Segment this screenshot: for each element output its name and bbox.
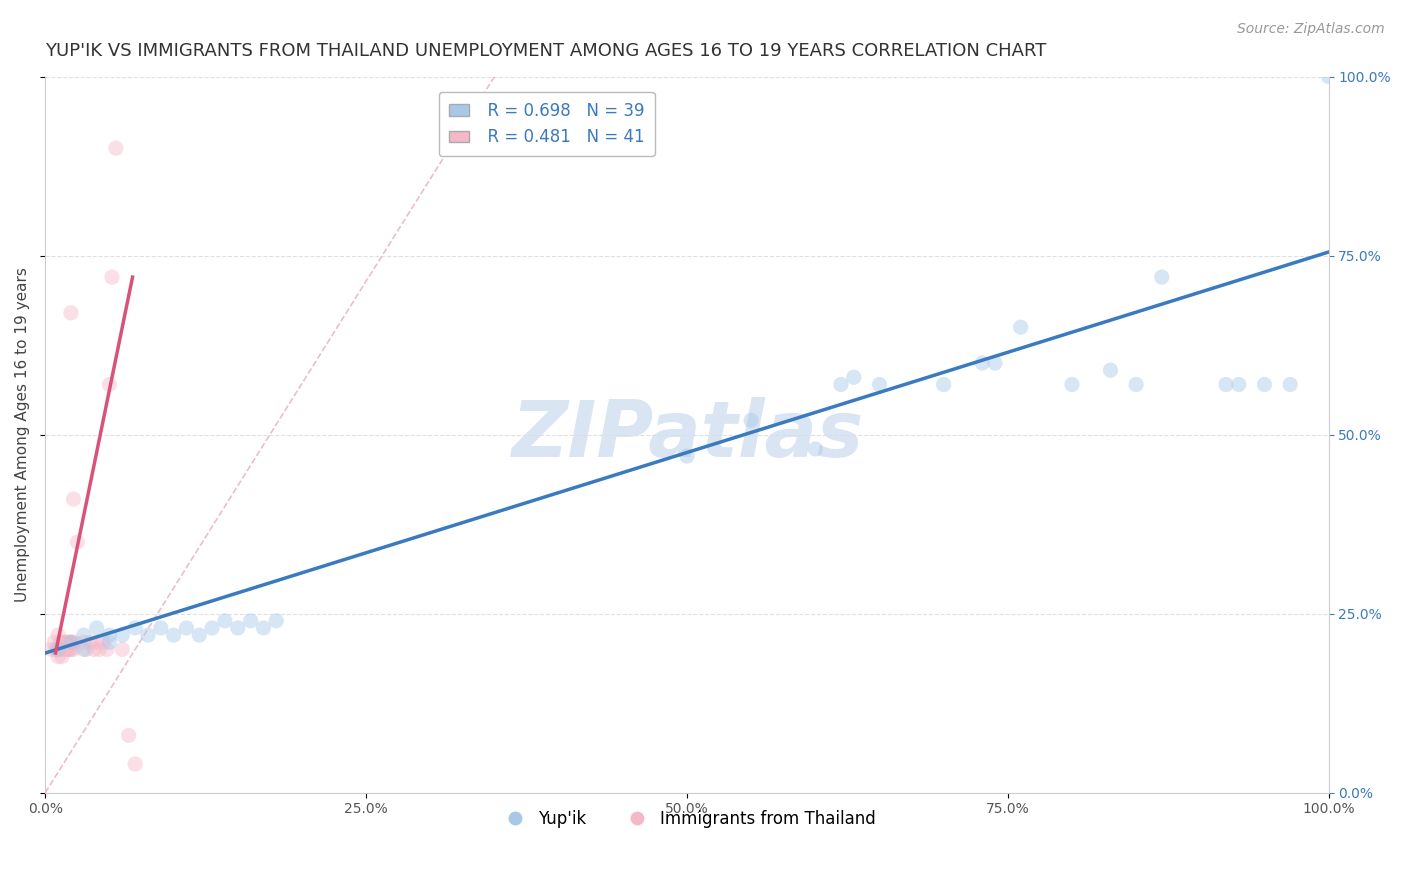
Point xyxy=(1253,377,1275,392)
Point xyxy=(86,635,108,649)
Point xyxy=(49,642,72,657)
Point xyxy=(1279,377,1302,392)
Point xyxy=(1215,377,1237,392)
Point xyxy=(226,621,249,635)
Point xyxy=(111,642,134,657)
Point xyxy=(44,635,66,649)
Legend: Yup'ik, Immigrants from Thailand: Yup'ik, Immigrants from Thailand xyxy=(492,803,883,834)
Point xyxy=(676,449,699,463)
Point xyxy=(83,642,105,657)
Point xyxy=(73,642,96,657)
Point xyxy=(75,642,97,657)
Point xyxy=(51,635,73,649)
Point xyxy=(98,628,121,642)
Point xyxy=(1125,377,1147,392)
Point xyxy=(111,628,134,642)
Point xyxy=(51,649,73,664)
Point xyxy=(1317,70,1340,84)
Point xyxy=(1099,363,1122,377)
Point xyxy=(830,377,852,392)
Point xyxy=(59,635,82,649)
Point xyxy=(55,642,77,657)
Point xyxy=(118,728,141,742)
Point xyxy=(73,628,96,642)
Text: YUP'IK VS IMMIGRANTS FROM THAILAND UNEMPLOYMENT AMONG AGES 16 TO 19 YEARS CORREL: YUP'IK VS IMMIGRANTS FROM THAILAND UNEMP… xyxy=(45,42,1046,60)
Point xyxy=(53,642,76,657)
Point xyxy=(740,413,762,427)
Point xyxy=(46,642,69,657)
Point xyxy=(972,356,994,370)
Point xyxy=(162,628,184,642)
Point xyxy=(124,757,146,772)
Point xyxy=(136,628,159,642)
Point xyxy=(201,621,224,635)
Point xyxy=(1227,377,1250,392)
Point xyxy=(73,635,96,649)
Point xyxy=(252,621,274,635)
Point xyxy=(1150,270,1173,285)
Text: ZIPatlas: ZIPatlas xyxy=(510,397,863,473)
Point xyxy=(79,635,101,649)
Point xyxy=(98,635,121,649)
Point xyxy=(239,614,262,628)
Point xyxy=(86,621,108,635)
Point xyxy=(59,642,82,657)
Text: Source: ZipAtlas.com: Source: ZipAtlas.com xyxy=(1237,22,1385,37)
Point xyxy=(1060,377,1083,392)
Point xyxy=(1010,320,1032,334)
Point xyxy=(55,635,77,649)
Point xyxy=(214,614,236,628)
Point xyxy=(188,628,211,642)
Point xyxy=(104,141,127,155)
Point xyxy=(46,649,69,664)
Point xyxy=(149,621,172,635)
Point xyxy=(91,635,114,649)
Point xyxy=(89,642,111,657)
Point xyxy=(56,642,79,657)
Point xyxy=(984,356,1007,370)
Point xyxy=(62,642,84,657)
Point xyxy=(53,635,76,649)
Y-axis label: Unemployment Among Ages 16 to 19 years: Unemployment Among Ages 16 to 19 years xyxy=(15,268,30,602)
Point xyxy=(66,535,89,549)
Point xyxy=(59,306,82,320)
Point xyxy=(46,642,69,657)
Point xyxy=(41,642,63,657)
Point xyxy=(804,442,827,456)
Point xyxy=(869,377,891,392)
Point xyxy=(96,642,118,657)
Point xyxy=(59,635,82,649)
Point xyxy=(266,614,288,628)
Point xyxy=(62,491,84,506)
Point xyxy=(49,635,72,649)
Point xyxy=(63,635,86,649)
Point xyxy=(932,377,955,392)
Point xyxy=(58,635,80,649)
Point xyxy=(124,621,146,635)
Point xyxy=(45,642,67,657)
Point xyxy=(58,642,80,657)
Point xyxy=(59,635,82,649)
Point xyxy=(176,621,198,635)
Point xyxy=(59,642,82,657)
Point xyxy=(98,377,121,392)
Point xyxy=(46,628,69,642)
Point xyxy=(59,635,82,649)
Point xyxy=(101,270,124,285)
Point xyxy=(842,370,865,384)
